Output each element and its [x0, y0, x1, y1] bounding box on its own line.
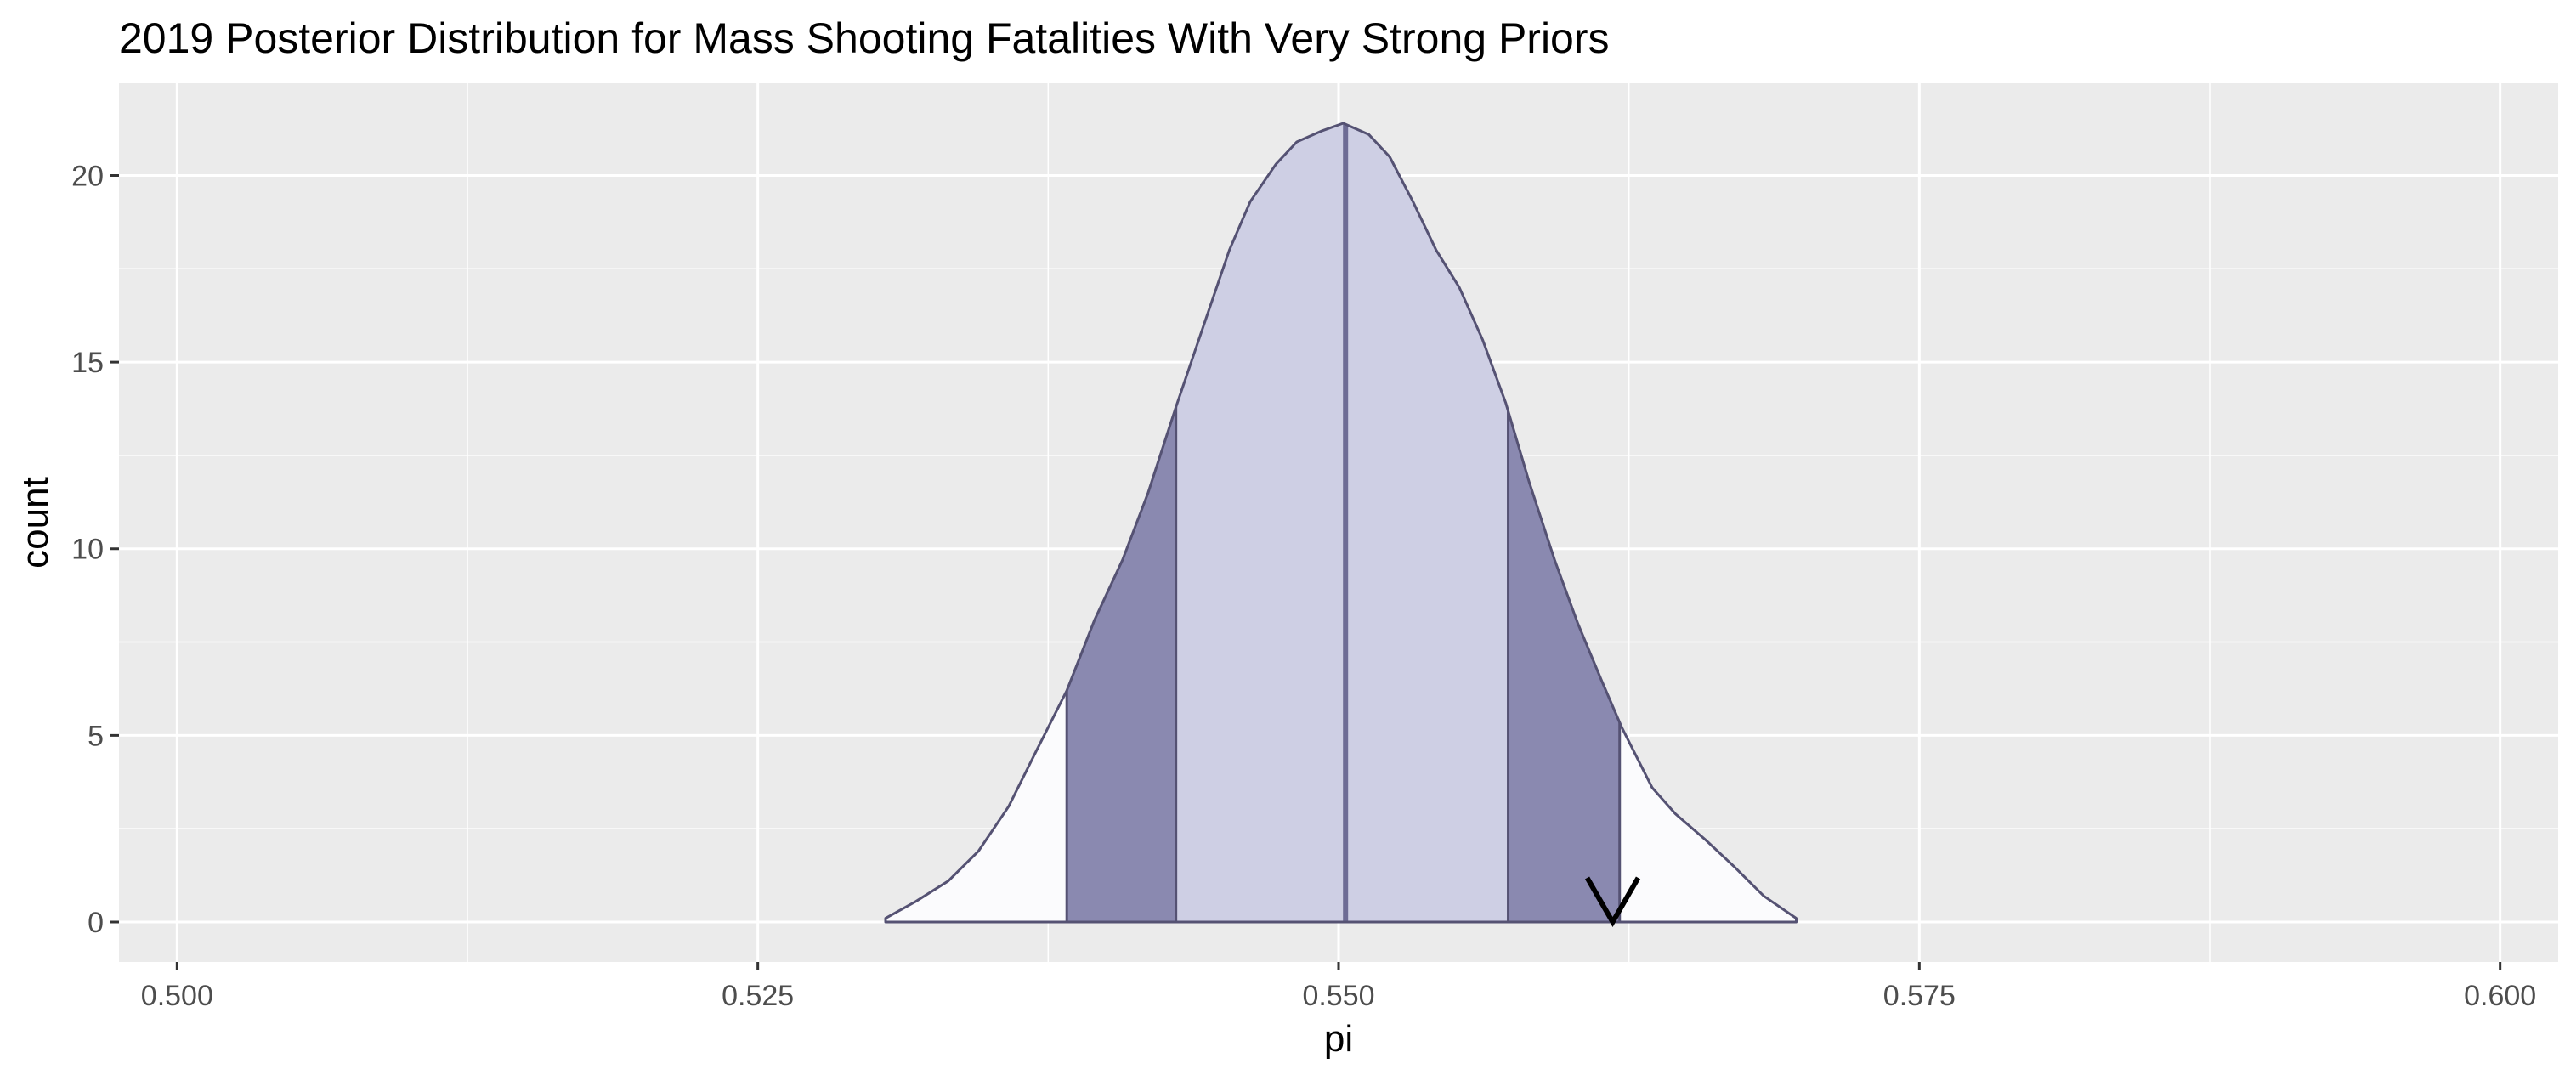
y-tick-label: 20 [71, 160, 104, 192]
left-tail-area [886, 690, 1067, 922]
x-tick-label: 0.525 [722, 980, 794, 1012]
y-tick-label: 15 [71, 347, 104, 379]
x-tick-label: 0.600 [2464, 980, 2536, 1012]
observed-value-marker [1584, 876, 1641, 928]
y-tick-labels: 0 5 10 15 20 [71, 160, 104, 939]
y-tick-label: 0 [88, 907, 104, 939]
axis-ticks [110, 173, 2502, 970]
y-axis-title: count [14, 477, 56, 569]
y-tick-label: 10 [71, 534, 104, 566]
x-axis-title: pi [1324, 1018, 1353, 1060]
x-tick-label: 0.575 [1883, 980, 1956, 1012]
x-tick-labels: 0.500 0.525 0.550 0.575 0.600 [141, 980, 2536, 1012]
chart-title: 2019 Posterior Distribution for Mass Sho… [119, 14, 1610, 62]
outer-interval-right-area [1508, 410, 1620, 922]
x-tick-label: 0.550 [1302, 980, 1374, 1012]
density-plot [884, 122, 1798, 928]
inner-interval-area [1175, 123, 1509, 922]
y-tick-label: 5 [88, 720, 104, 752]
outer-interval-left-area [1067, 406, 1176, 922]
x-tick-label: 0.500 [141, 980, 213, 1012]
right-tail-area [1619, 722, 1797, 922]
density-outline [884, 122, 1798, 924]
